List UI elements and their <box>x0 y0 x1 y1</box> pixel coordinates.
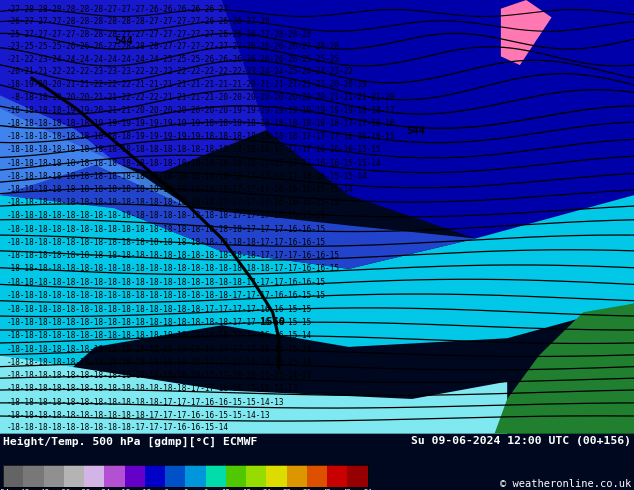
Text: -18-18-18-18-19-19-20-21-21-20-20-20-20-20-20-20-19-19-19-19-19-19-19-19-19-18-1: -18-18-18-18-19-19-20-21-21-20-20-20-20-… <box>6 106 395 115</box>
Polygon shape <box>0 96 139 251</box>
Text: 544: 544 <box>406 126 425 136</box>
Text: -12: -12 <box>138 489 152 490</box>
Polygon shape <box>501 0 552 65</box>
Text: -18-18-18-18-18-18-18-18-18-18-18-17-17-17-16-16-15-15-14-13: -18-18-18-18-18-18-18-18-18-18-18-17-17-… <box>6 398 284 407</box>
Text: -18-18-18-18-18-18-18-18-18-18-17-17-17-16-16-15-15-14-13: -18-18-18-18-18-18-18-18-18-18-17-17-17-… <box>6 412 270 420</box>
FancyBboxPatch shape <box>287 465 307 487</box>
Text: © weatheronline.co.uk: © weatheronline.co.uk <box>500 479 631 489</box>
Text: -18-18-18-18-18-18-18-18-18-18-18-18-18-18-17-17-17-17-16-16-15-15: -18-18-18-18-18-18-18-18-18-18-18-18-18-… <box>6 305 311 314</box>
FancyBboxPatch shape <box>64 465 84 487</box>
Text: -8-18-18-19-20-20-21-21-22-22-22-21-21-21-21-20-20-20-20-20-20-20-20-21-21-21-21: -8-18-18-19-20-20-21-21-22-22-22-21-21-2… <box>6 93 395 101</box>
Text: 544: 544 <box>114 36 133 46</box>
FancyBboxPatch shape <box>44 465 64 487</box>
Text: -21-22-23-24-24-24-24-24-24-24-24-25-25-25-26-26-26-26-26-26-26-25-25-25: -21-22-23-24-24-24-24-24-24-24-24-25-25-… <box>6 55 339 64</box>
Text: -18-18-18-18-18-18-18-18-18-18-18-18-18-18-18-17-17-17-17-16-16-16-15-15: -18-18-18-18-18-18-18-18-18-18-18-18-18-… <box>6 198 339 207</box>
Text: 36: 36 <box>302 489 311 490</box>
FancyBboxPatch shape <box>84 465 105 487</box>
Text: -18-18-18-18-18-18-18-18-18-18-18-18-18-18-18-18-18-17-17-17-17-16-16-15-15-14: -18-18-18-18-18-18-18-18-18-18-18-18-18-… <box>6 172 367 180</box>
Text: -23-25-25-25-26-26-26-27-28-28-28-27-27-27-27-27-27-26-26-26-26-27-28-28: -23-25-25-25-26-26-26-27-28-28-28-27-27-… <box>6 42 339 51</box>
Text: -18-18-18-18-18-18-18-18-18-18-18-18-18-18-18-18-18-18-17-17-16-16-15: -18-18-18-18-18-18-18-18-18-18-18-18-18-… <box>6 238 325 247</box>
Text: -36: -36 <box>57 489 70 490</box>
FancyBboxPatch shape <box>246 465 266 487</box>
Text: -6: -6 <box>161 489 169 490</box>
Text: -18-18-18-18-18-18-18-18-18-18-18-18-18-18-18-18-17-17-17-16-16-16-15-15-14: -18-18-18-18-18-18-18-18-18-18-18-18-18-… <box>6 185 353 194</box>
Text: -18-18-18-18-18-18-18-18-18-18-18-18-18-18-18-18-17-17-16-16-15-15: -18-18-18-18-18-18-18-18-18-18-18-18-18-… <box>6 318 311 327</box>
Text: 48: 48 <box>343 489 352 490</box>
Text: -26-27-27-27-28-28-28-28-28-28-27-27-27-27-26-26-26-27-28: -26-27-27-27-28-28-28-28-28-28-27-27-27-… <box>6 17 270 26</box>
Text: -18-18-18-18-18-18-18-18-18-18-18-18-18-18-18-17-17-17-16-16-15-14: -18-18-18-18-18-18-18-18-18-18-18-18-18-… <box>6 344 311 354</box>
Text: -20-21-21-22-22-22-23-23-23-22-22-22-22-22-22-22-22-23-24-24-25-24-24-23-22: -20-21-21-22-22-22-23-23-23-22-22-22-22-… <box>6 68 353 76</box>
Text: -42: -42 <box>37 489 50 490</box>
FancyBboxPatch shape <box>185 465 205 487</box>
Text: 42: 42 <box>323 489 332 490</box>
Polygon shape <box>0 165 476 269</box>
Text: Height/Temp. 500 hPa [gdmp][°C] ECMWF: Height/Temp. 500 hPa [gdmp][°C] ECMWF <box>3 437 257 447</box>
Text: 1560: 1560 <box>260 317 285 327</box>
Text: -18-18-18-18-18-18-18-18-18-18-18-18-18-18-18-18-17-17-17-16-16-15-15: -18-18-18-18-18-18-18-18-18-18-18-18-18-… <box>6 212 325 220</box>
Text: 0: 0 <box>183 489 188 490</box>
FancyBboxPatch shape <box>347 465 368 487</box>
Text: -18-18-18-18-18-18-18-18-18-17-17-17-16-16-15-14: -18-18-18-18-18-18-18-18-18-17-17-17-16-… <box>6 423 228 432</box>
Text: 6: 6 <box>204 489 208 490</box>
FancyBboxPatch shape <box>266 465 287 487</box>
Polygon shape <box>0 0 266 173</box>
Text: 24: 24 <box>262 489 271 490</box>
Text: -18-18-18-18-18-18-18-18-18-18-18-18-18-18-18-18-18-17-17-17-16-16-15: -18-18-18-18-18-18-18-18-18-18-18-18-18-… <box>6 225 325 234</box>
Text: 18: 18 <box>242 489 250 490</box>
FancyBboxPatch shape <box>307 465 327 487</box>
Text: -18-19-20-20-21-21-22-22-22-21-21-21-21-21-21-21-21-20-21-21-21-21-21-20-20-19: -18-19-20-20-21-21-22-22-22-21-21-21-21-… <box>6 80 367 89</box>
FancyBboxPatch shape <box>226 465 246 487</box>
Text: -18-18-18-18-18-18-18-18-18-18-18-18-18-18-18-18-18-18-17-17-17-17-16-16-15-15-1: -18-18-18-18-18-18-18-18-18-18-18-18-18-… <box>6 159 381 168</box>
Text: 30: 30 <box>282 489 291 490</box>
Text: -27-28-28-28-28-28-28-27-27-27-26-26-26-26-26-27: -27-28-28-28-28-28-28-27-27-27-26-26-26-… <box>6 5 228 14</box>
Polygon shape <box>495 304 634 434</box>
Text: -18-18-18-18-18-18-18-18-18-18-18-18-18-18-18-18-18-18-17-17-17-16-16-15: -18-18-18-18-18-18-18-18-18-18-18-18-18-… <box>6 251 339 260</box>
Polygon shape <box>0 356 507 434</box>
FancyBboxPatch shape <box>125 465 145 487</box>
Text: -18-18-18-18-18-18-18-18-18-18-18-18-18-18-18-18-18-17-17-17-16-16-15: -18-18-18-18-18-18-18-18-18-18-18-18-18-… <box>6 278 325 287</box>
Text: -18-18-18-18-18-18-19-19-19-19-19-19-19-19-18-18-18-18-18-18-18-18-18-18-17-17-1: -18-18-18-18-18-18-19-19-19-19-19-19-19-… <box>6 119 395 128</box>
Text: -25-27-27-27-27-28-28-28-27-27-27-27-27-27-27-26-26-26-27-28-28-28: -25-27-27-27-27-28-28-28-27-27-27-27-27-… <box>6 30 311 39</box>
Text: Su 09-06-2024 12:00 UTC (00+156): Su 09-06-2024 12:00 UTC (00+156) <box>411 437 631 446</box>
Text: -18-18-18-18-18-18-18-18-18-19-19-19-19-19-18-18-18-18-18-18-18-17-17-17-16-16-1: -18-18-18-18-18-18-18-18-18-19-19-19-19-… <box>6 132 395 141</box>
FancyBboxPatch shape <box>105 465 125 487</box>
Text: 54: 54 <box>363 489 372 490</box>
Text: -24: -24 <box>98 489 111 490</box>
FancyBboxPatch shape <box>205 465 226 487</box>
FancyBboxPatch shape <box>165 465 185 487</box>
Polygon shape <box>222 0 634 239</box>
Text: -18-18-18-18-18-18-18-18-18-18-18-18-18-17-17-16-16-15-15-14-13: -18-18-18-18-18-18-18-18-18-18-18-18-18-… <box>6 385 298 393</box>
Text: -54: -54 <box>0 489 10 490</box>
FancyBboxPatch shape <box>327 465 347 487</box>
Text: -18-18-18-18-18-18-18-18-18-18-18-18-18-18-18-18-18-18-18-17-17-17-16-16-16-15-1: -18-18-18-18-18-18-18-18-18-18-18-18-18-… <box>6 145 381 154</box>
FancyBboxPatch shape <box>3 465 23 487</box>
Polygon shape <box>0 195 634 434</box>
Text: 12: 12 <box>221 489 230 490</box>
FancyBboxPatch shape <box>145 465 165 487</box>
Text: -18-18-18-18-18-18-18-18-18-18-18-18-18-18-17-17-17-16-16-15-15-14: -18-18-18-18-18-18-18-18-18-18-18-18-18-… <box>6 358 311 367</box>
Text: -18: -18 <box>118 489 131 490</box>
Text: -18-18-18-18-18-18-18-18-18-18-18-18-18-18-18-18-17-17-17-16-16-15-15: -18-18-18-18-18-18-18-18-18-18-18-18-18-… <box>6 291 325 300</box>
Text: -18-18-18-18-18-18-18-18-18-18-18-18-18-18-18-18-18-18-18-17-17-16-16-15: -18-18-18-18-18-18-18-18-18-18-18-18-18-… <box>6 265 339 273</box>
Text: -18-18-18-18-18-18-18-18-18-18-18-18-18-18-18-18-17-17-16-16-15-14: -18-18-18-18-18-18-18-18-18-18-18-18-18-… <box>6 331 311 340</box>
Polygon shape <box>0 108 190 208</box>
Text: -18-18-18-18-18-18-18-18-18-18-18-18-18-18-17-17-16-16-15-15-14-13: -18-18-18-18-18-18-18-18-18-18-18-18-18-… <box>6 371 311 380</box>
Text: -30: -30 <box>77 489 91 490</box>
FancyBboxPatch shape <box>23 465 44 487</box>
Text: -48: -48 <box>17 489 30 490</box>
